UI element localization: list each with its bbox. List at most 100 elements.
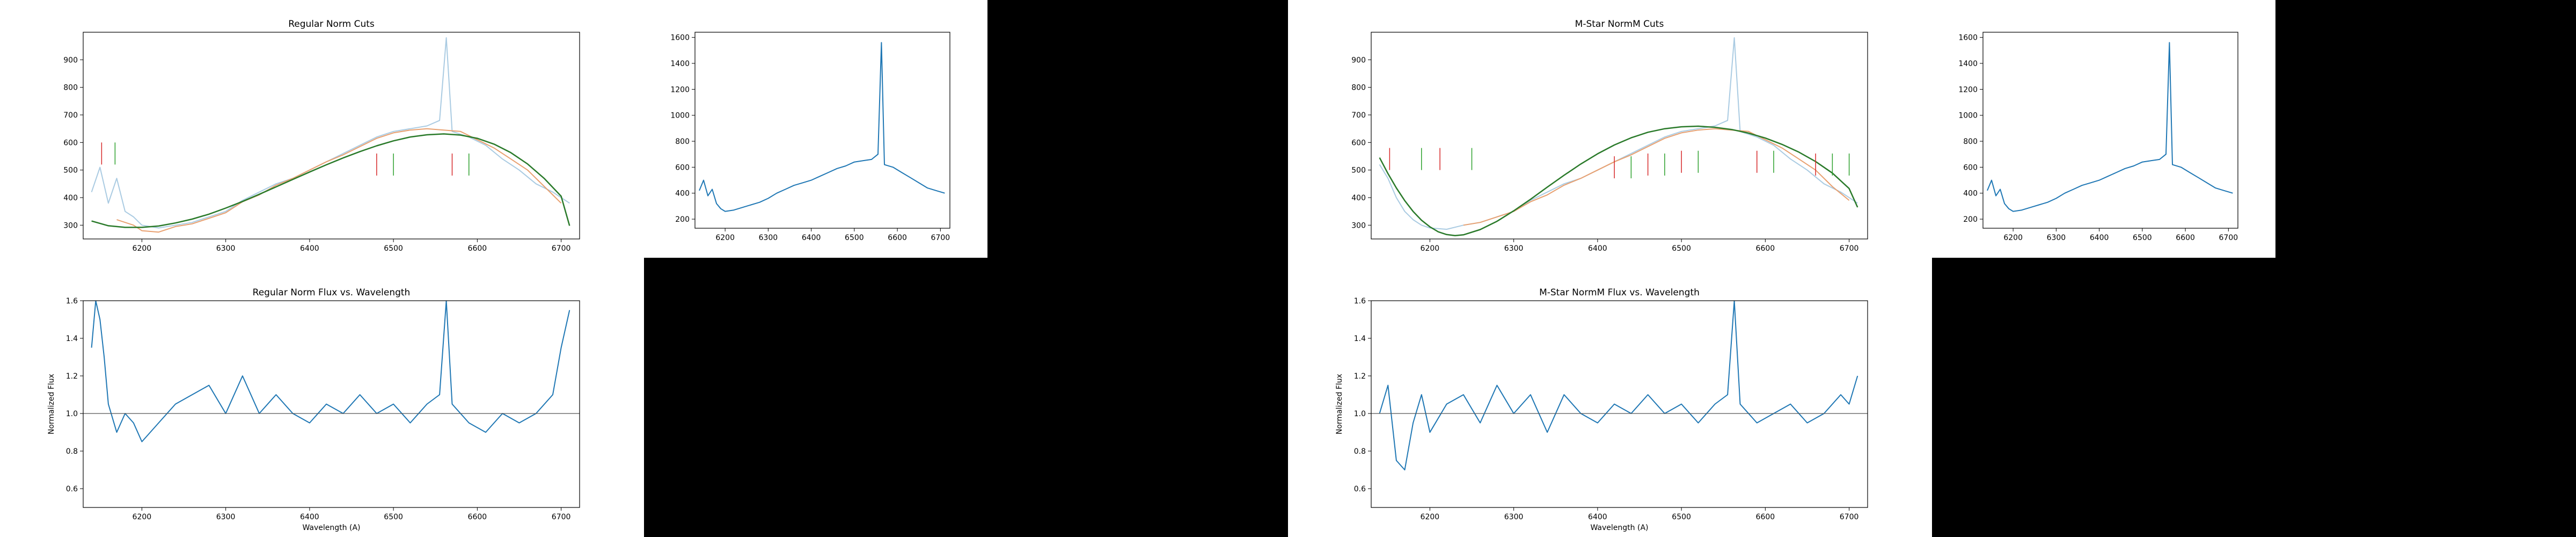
y-tick-label: 300 (1351, 221, 1366, 230)
chart-title: Regular Norm Cuts (288, 19, 375, 30)
x-tick-label: 6400 (1588, 513, 1607, 521)
chart-regular-cuts: Regular Norm Cuts 6200 6300 6400 6500 6600 670… (63, 19, 580, 253)
y-tick-label: 1.0 (66, 410, 78, 418)
black-region-top-left (987, 0, 1288, 268)
x-tick-label: 6300 (2047, 234, 2066, 242)
y-tick-label: 300 (63, 221, 78, 230)
chart-mstar-norm: M-Star NormM Flux vs. Wavelength 6200 6300… (1335, 287, 1868, 532)
axes-frame (83, 300, 580, 508)
y-tick-label: 700 (1351, 111, 1366, 120)
y-tick-label: 1400 (1958, 60, 1978, 68)
y-tick-label: 1.4 (1354, 335, 1366, 343)
y-tick-label: 1000 (1958, 112, 1978, 120)
series-raw-flux (1987, 42, 2233, 212)
y-tick-label: 1.4 (66, 335, 78, 343)
plot-area (91, 37, 570, 233)
series-polynomial-fit (91, 133, 570, 228)
series-kept-points (116, 128, 562, 233)
black-region-right-bottom (1932, 258, 2576, 537)
chart-title: M-Star NormM Cuts (1575, 19, 1664, 30)
x-tick-label: 6500 (1672, 244, 1691, 253)
series-polynomial-fit (1379, 125, 1858, 237)
x-tick-label: 6200 (133, 513, 152, 521)
y-tick-label: 1200 (670, 85, 690, 94)
axes-frame (83, 32, 580, 240)
x-tick-label: 6300 (1504, 513, 1524, 521)
x-tick-label: 6700 (552, 513, 571, 521)
y-tick-label: 1600 (1958, 34, 1978, 42)
series-normalized-flux (91, 301, 570, 442)
y-tick-label: 1.2 (1354, 372, 1366, 381)
series-kept-points (1463, 128, 1850, 226)
y-tick-label: 1000 (670, 112, 690, 120)
x-tick-label: 6500 (384, 244, 403, 253)
plot-area (699, 42, 945, 212)
x-axis-label: Wavelength (A) (302, 524, 360, 532)
x-tick-label: 6600 (468, 513, 487, 521)
x-tick-label: 6200 (1421, 513, 1440, 521)
x-tick-label: 6700 (931, 234, 950, 242)
axes-frame (694, 32, 950, 229)
y-tick-label: 0.6 (1354, 485, 1366, 494)
x-tick-label: 6300 (759, 234, 778, 242)
x-tick-label: 6400 (2090, 234, 2109, 242)
y-tick-label: 500 (63, 166, 78, 175)
x-tick-label: 6200 (2003, 234, 2023, 242)
x-tick-label: 6700 (1840, 513, 1859, 521)
x-tick-label: 6700 (1840, 244, 1859, 253)
x-tick-label: 6700 (552, 244, 571, 253)
chart-regular-raw: 6200 6300 6400 6500 6600 6700 200 400 600 800 1000… (670, 32, 950, 242)
black-region-top-right (2275, 0, 2576, 268)
y-tick-label: 800 (63, 84, 78, 92)
y-tick-label: 0.6 (66, 485, 78, 494)
y-tick-label: 600 (63, 139, 78, 147)
y-tick-label: 800 (1351, 84, 1366, 92)
plot-area (1371, 301, 1868, 470)
x-tick-label: 6200 (715, 234, 735, 242)
y-tick-label: 900 (1351, 56, 1366, 64)
y-tick-label: 800 (675, 137, 690, 146)
plot-area (83, 301, 580, 442)
x-tick-label: 6600 (1756, 513, 1775, 521)
series-normalized-flux (1379, 301, 1858, 470)
axes-frame (1371, 300, 1868, 508)
x-tick-label: 6400 (1588, 244, 1607, 253)
y-tick-label: 1.6 (1354, 297, 1366, 306)
y-tick-label: 700 (63, 111, 78, 120)
x-tick-label: 6200 (133, 244, 152, 253)
y-tick-label: 600 (1963, 163, 1978, 172)
y-tick-label: 800 (1963, 137, 1978, 146)
y-tick-label: 500 (1351, 166, 1366, 175)
x-tick-label: 6300 (216, 513, 236, 521)
y-tick-label: 400 (675, 190, 690, 198)
x-tick-label: 6400 (802, 234, 821, 242)
x-axis-label: Wavelength (A) (1590, 524, 1648, 532)
black-region-left-bottom (644, 258, 1288, 537)
series-raw-flux (699, 42, 945, 212)
y-tick-label: 400 (1351, 194, 1366, 202)
plot-area (1987, 42, 2233, 212)
chart-regular-norm: Regular Norm Flux vs. Wavelength 6200 6300… (47, 287, 580, 532)
x-tick-label: 6400 (300, 513, 319, 521)
y-tick-label: 1400 (670, 60, 690, 68)
y-tick-label: 1200 (1958, 85, 1978, 94)
x-tick-label: 6300 (1504, 244, 1524, 253)
plot-area (1379, 37, 1858, 237)
x-tick-label: 6600 (468, 244, 487, 253)
x-tick-label: 6500 (845, 234, 864, 242)
y-tick-label: 0.8 (1354, 447, 1366, 456)
y-tick-label: 400 (1963, 190, 1978, 198)
axes-frame (1982, 32, 2238, 229)
chart-title: Regular Norm Flux vs. Wavelength (253, 287, 411, 298)
y-tick-label: 1.6 (66, 297, 78, 306)
x-tick-label: 6400 (300, 244, 319, 253)
series-raw-flux (91, 37, 570, 229)
x-tick-label: 6500 (2133, 234, 2152, 242)
x-tick-label: 6600 (888, 234, 907, 242)
y-tick-label: 0.8 (66, 447, 78, 456)
x-tick-label: 6700 (2219, 234, 2238, 242)
x-tick-label: 6300 (216, 244, 236, 253)
y-tick-label: 1.2 (66, 372, 78, 381)
y-tick-label: 1.0 (1354, 410, 1366, 418)
